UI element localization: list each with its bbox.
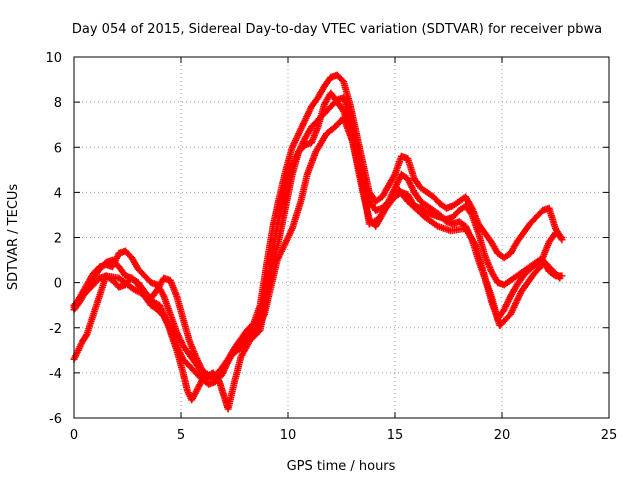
x-tick-label: 20	[494, 428, 511, 443]
y-axis-label: SDTVAR / TECUs	[6, 184, 21, 291]
x-axis-label: GPS time / hours	[287, 459, 396, 474]
y-tick-label: 6	[54, 141, 62, 156]
x-tick-label: 25	[601, 428, 618, 443]
x-tick-label: 5	[177, 428, 185, 443]
x-tick-label: 0	[70, 428, 78, 443]
x-tick-label: 10	[280, 428, 297, 443]
y-tick-label: -6	[49, 412, 62, 427]
chart-title: Day 054 of 2015, Sidereal Day-to-day VTE…	[72, 22, 602, 37]
x-tick-label: 15	[387, 428, 404, 443]
y-tick-label: 10	[45, 51, 62, 66]
data-marks	[70, 71, 566, 413]
data-series-track-c	[70, 89, 566, 381]
y-tick-label: -4	[49, 367, 62, 382]
y-tick-label: -2	[49, 322, 62, 337]
y-tick-label: 4	[54, 186, 62, 201]
y-tick-label: 8	[54, 96, 62, 111]
y-tick-label: 2	[54, 232, 62, 247]
y-tick-label: 0	[54, 277, 62, 292]
axes: 0 5 10 15 20 25 -6 -4 -2 0 2 4 6 8 10	[45, 51, 617, 443]
